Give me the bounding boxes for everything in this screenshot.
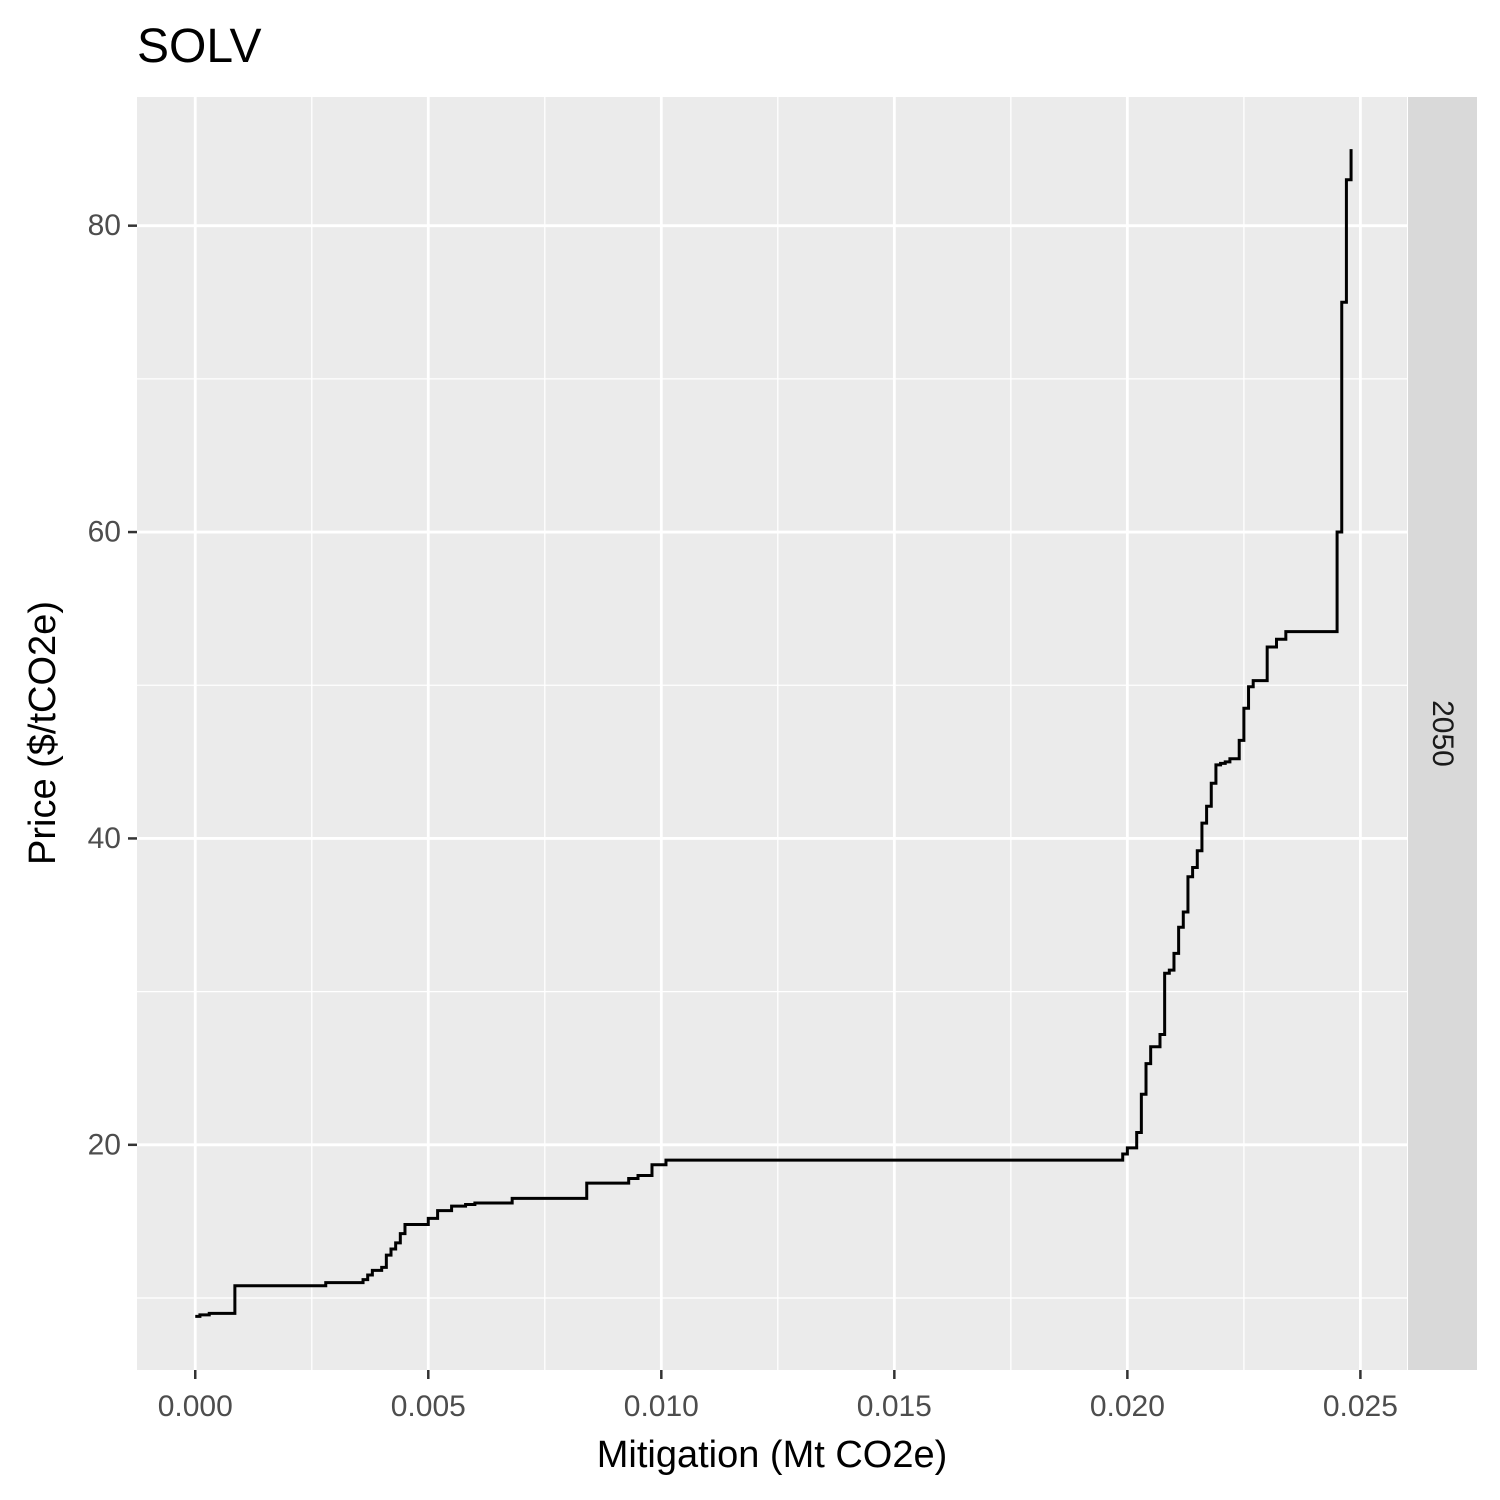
x-tick-label: 0.000 [158, 1390, 233, 1423]
y-tick-label: 60 [88, 516, 121, 549]
y-axis-title: Price ($/tCO2e) [22, 601, 64, 865]
panel-background [137, 97, 1407, 1370]
x-tick-label: 0.020 [1090, 1390, 1165, 1423]
y-tick-label: 80 [88, 209, 121, 242]
y-tick-label: 40 [88, 822, 121, 855]
y-tick-label: 20 [88, 1128, 121, 1161]
facet-strip-label: 2050 [1426, 700, 1459, 767]
facet-strip: 2050 [1408, 97, 1477, 1370]
x-axis-title: Mitigation (Mt CO2e) [597, 1434, 948, 1476]
x-tick-label: 0.025 [1323, 1390, 1398, 1423]
x-tick-label: 0.015 [857, 1390, 932, 1423]
chart-title: SOLV [137, 20, 262, 73]
x-tick-label: 0.010 [624, 1390, 699, 1423]
x-tick-label: 0.005 [391, 1390, 466, 1423]
plot-panel [137, 97, 1407, 1370]
